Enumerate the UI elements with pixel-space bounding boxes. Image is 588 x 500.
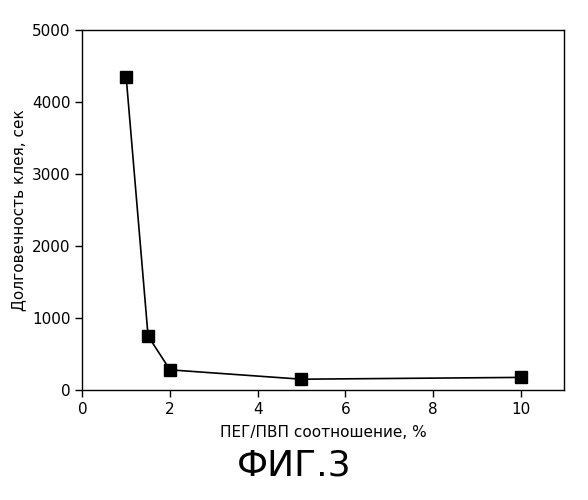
Text: ФИГ.3: ФИГ.3 [237,448,351,482]
X-axis label: ПЕГ/ПВП соотношение, %: ПЕГ/ПВП соотношение, % [220,425,427,440]
Y-axis label: Долговечность клея, сек: Долговечность клея, сек [11,109,26,311]
